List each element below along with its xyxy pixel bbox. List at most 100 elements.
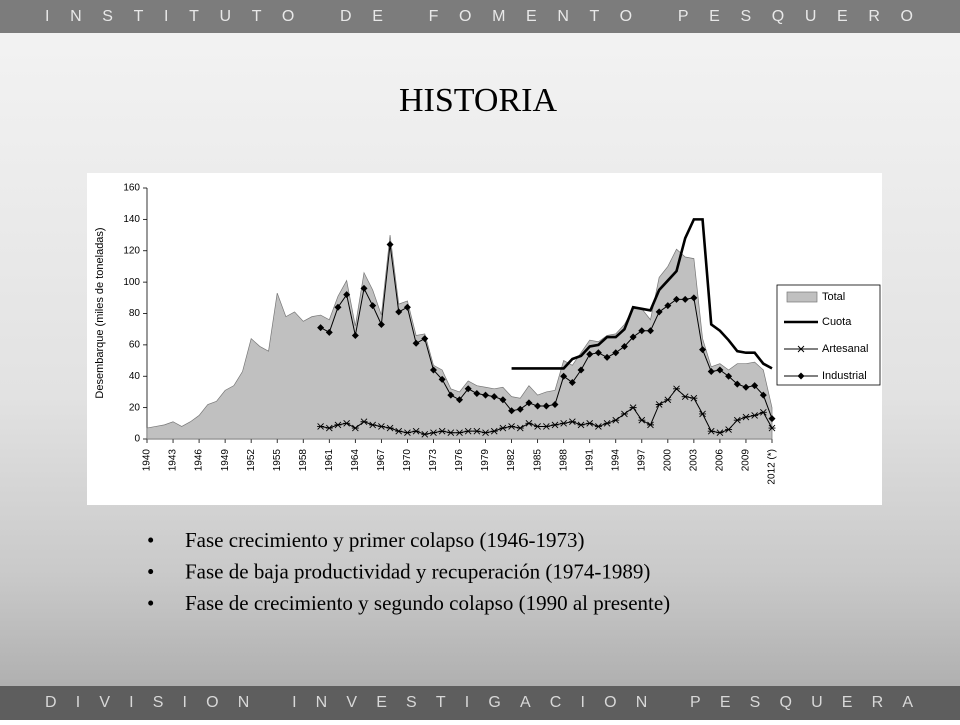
marker — [733, 416, 741, 424]
marker — [603, 353, 611, 361]
marker — [369, 421, 377, 429]
marker — [351, 424, 359, 432]
x-tick-label: 2006 — [715, 449, 726, 472]
marker — [482, 391, 490, 399]
marker — [490, 393, 498, 401]
marker — [325, 328, 333, 336]
marker — [525, 399, 533, 407]
marker — [482, 429, 490, 437]
marker — [438, 375, 446, 383]
marker — [594, 423, 602, 430]
marker — [317, 324, 325, 332]
marker — [534, 423, 542, 430]
marker — [612, 416, 620, 424]
header-bar — [0, 0, 960, 33]
marker — [707, 427, 715, 435]
y-tick-label: 60 — [129, 340, 141, 351]
marker — [508, 407, 516, 415]
marker — [360, 418, 368, 426]
marker — [797, 345, 805, 353]
x-tick-label: 1940 — [142, 449, 153, 472]
bullet-dot: • — [147, 559, 154, 583]
marker — [551, 421, 559, 429]
markers — [317, 385, 776, 438]
marker — [499, 396, 507, 404]
marker — [716, 366, 724, 374]
marker — [638, 416, 646, 424]
x-tick-label: 1949 — [220, 449, 231, 472]
marker — [768, 415, 776, 423]
bullet-text: Fase de crecimiento y segundo colapso (1… — [185, 591, 670, 615]
marker — [577, 366, 585, 374]
bullet-list: • Fase crecimiento y primer colapso (1946… — [147, 528, 670, 615]
marker — [742, 413, 750, 421]
legend-label: Total — [822, 291, 845, 303]
y-tick-label: 40 — [129, 371, 141, 382]
marker — [733, 380, 741, 388]
marker — [490, 427, 498, 435]
marker — [412, 339, 420, 347]
x-tick-label: 1994 — [610, 449, 621, 472]
x-tick-label: 2003 — [689, 449, 700, 472]
x-tick-label: 1970 — [402, 449, 413, 472]
marker — [751, 412, 759, 419]
marker — [655, 308, 663, 316]
marker — [542, 423, 550, 430]
marker — [525, 419, 533, 427]
marker — [646, 327, 654, 335]
legend-label: Artesanal — [822, 343, 868, 355]
marker — [664, 396, 672, 404]
marker — [560, 419, 568, 427]
marker — [516, 405, 524, 413]
legend-swatch — [786, 291, 818, 303]
marker — [716, 429, 724, 437]
marker — [534, 402, 542, 410]
marker — [673, 385, 681, 393]
marker — [369, 302, 377, 310]
x-tick-label: 2012 (*) — [767, 449, 778, 485]
marker — [655, 401, 663, 408]
x-tick-label: 1985 — [532, 449, 543, 472]
marker — [568, 379, 576, 387]
marker — [499, 424, 507, 432]
marker — [395, 427, 403, 435]
marker — [560, 372, 568, 380]
x-tick-label: 1976 — [454, 449, 465, 472]
marker — [438, 427, 446, 435]
x-tick-label: 2009 — [741, 449, 752, 472]
markers — [317, 240, 776, 423]
marker — [421, 430, 429, 438]
marker — [586, 350, 594, 358]
x-tick-label: 1955 — [272, 449, 283, 472]
x-tick-label: 1964 — [350, 449, 361, 472]
marker — [464, 427, 472, 435]
bullet-dot: • — [147, 591, 154, 615]
marker — [681, 295, 689, 303]
marker — [594, 349, 602, 357]
y-tick-label: 0 — [134, 434, 140, 445]
marker — [473, 427, 481, 435]
marker — [646, 421, 654, 429]
marker — [447, 429, 455, 437]
marker — [699, 346, 707, 354]
marker — [508, 423, 516, 430]
marker — [343, 291, 351, 299]
marker — [403, 429, 411, 437]
marker — [456, 429, 463, 437]
bullet-dot: • — [147, 528, 154, 552]
marker — [325, 424, 333, 432]
y-axis-title: Desembarque (miles de toneladas) — [94, 227, 106, 398]
marker — [577, 421, 585, 429]
marker — [725, 372, 733, 380]
marker — [699, 410, 707, 418]
marker — [542, 402, 550, 410]
marker — [751, 382, 759, 390]
x-tick-label: 1973 — [428, 449, 439, 472]
x-tick-label: 1958 — [298, 449, 309, 472]
marker — [456, 396, 463, 404]
marker — [386, 424, 394, 432]
x-tick-label: 1967 — [376, 449, 387, 472]
marker — [412, 427, 420, 435]
bullet-text: Fase crecimiento y primer colapso (1946-… — [185, 528, 584, 552]
x-tick-label: 1982 — [506, 449, 517, 472]
